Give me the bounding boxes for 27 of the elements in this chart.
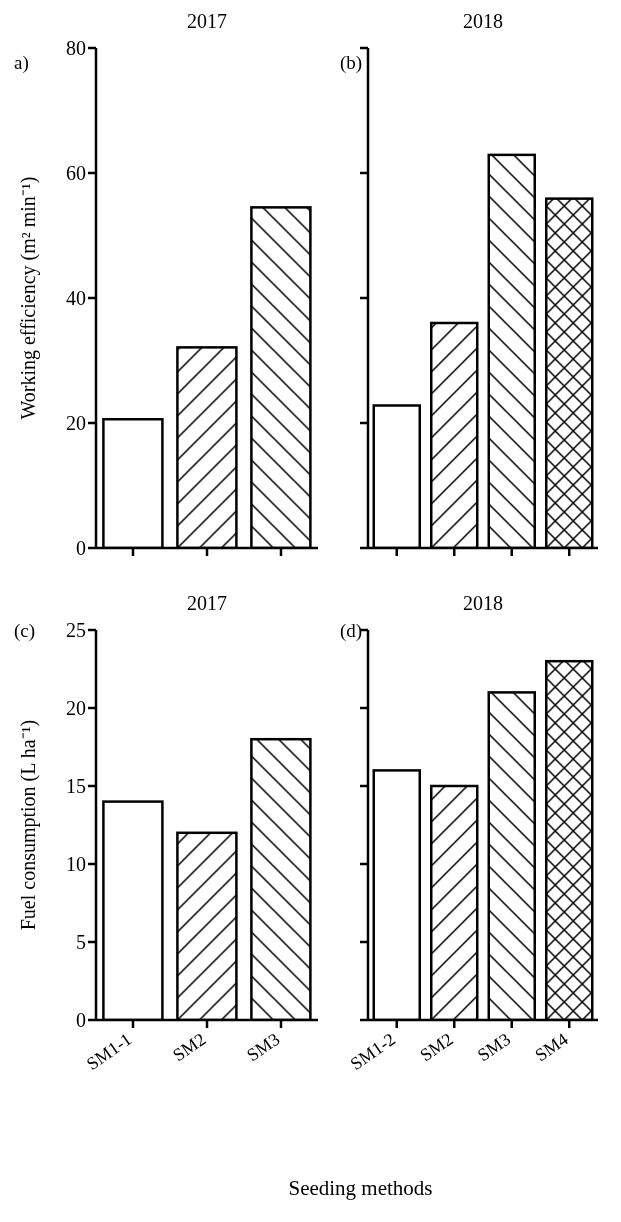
y-tick-label: 20 [66,697,86,720]
y-axis-title: Fuel consumption (L ha⁻¹) [16,719,40,931]
chart-title: 2017 [186,592,228,615]
y-tick-label: 0 [76,1009,86,1032]
y-tick-label: 5 [76,931,86,954]
x-tick-label: SM4 [531,1028,572,1066]
text: a) [14,52,29,74]
x-tick-label: SM3 [243,1028,284,1066]
y-tick-label: 40 [66,287,86,310]
x-tick-label: SM2 [416,1028,457,1066]
chart-title: 2018 [462,592,504,615]
y-tick-label: 15 [66,775,86,798]
x-axis-title: Seeding methods [287,1176,434,1201]
text: (b) [340,52,363,74]
chart-title: 2018 [462,10,504,33]
y-tick-label: 10 [66,853,86,876]
chart-title: 2017 [186,10,228,33]
text: (d) [340,620,363,642]
text: (c) [14,620,36,642]
x-tick-label: SM2 [169,1028,210,1066]
y-axis-title: Working efficiency (m² min⁻¹) [16,176,40,420]
y-tick-label: 0 [76,537,86,560]
x-tick-label: SM3 [473,1028,515,1066]
y-tick-label: 25 [66,619,86,642]
y-tick-label: 60 [66,162,86,185]
y-tick-label: 80 [66,37,86,60]
y-tick-label: 20 [66,412,86,435]
